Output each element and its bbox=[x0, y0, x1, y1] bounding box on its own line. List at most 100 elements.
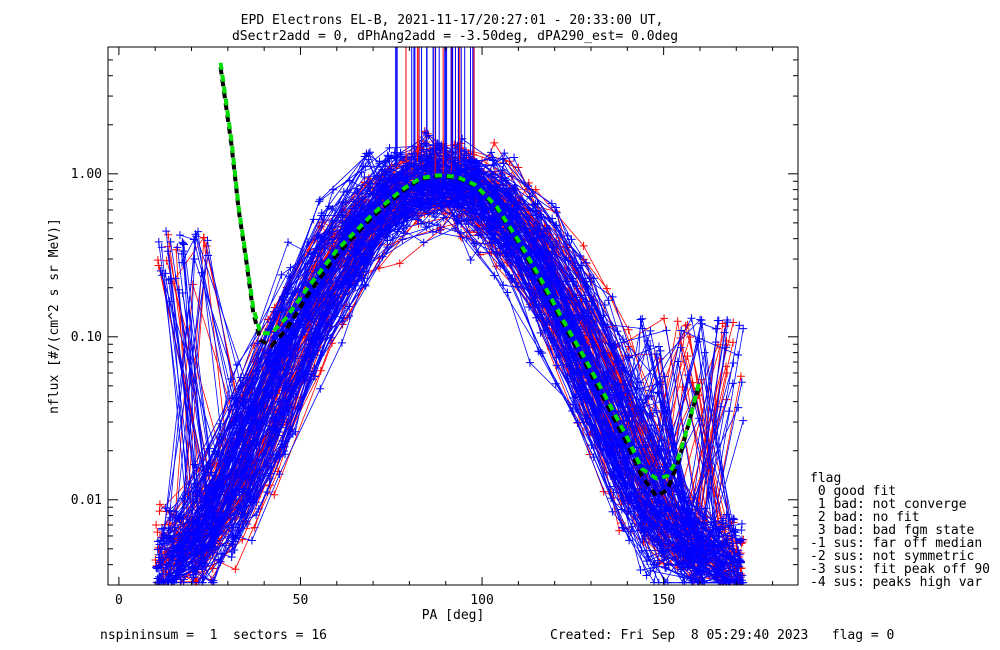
data-point bbox=[452, 183, 461, 192]
data-point bbox=[249, 412, 258, 421]
data-series-line bbox=[171, 135, 728, 543]
data-point bbox=[326, 333, 335, 342]
data-point bbox=[424, 204, 433, 213]
data-point bbox=[602, 284, 611, 293]
data-point bbox=[660, 314, 669, 323]
data-point bbox=[453, 168, 462, 177]
data-point bbox=[548, 214, 557, 223]
data-point bbox=[534, 347, 543, 356]
data-point bbox=[276, 423, 285, 432]
data-point bbox=[179, 564, 188, 573]
data-point bbox=[425, 218, 434, 227]
legend-item: -3 sus: fit peak off 90 bbox=[810, 562, 990, 577]
data-point bbox=[393, 227, 402, 236]
data-point bbox=[339, 187, 348, 196]
data-point bbox=[682, 552, 691, 561]
data-point bbox=[720, 328, 729, 337]
data-point bbox=[166, 562, 175, 571]
data-point bbox=[721, 343, 730, 352]
data-point bbox=[568, 349, 577, 358]
data-point bbox=[154, 237, 163, 246]
data-point bbox=[734, 403, 743, 412]
data-point bbox=[365, 189, 374, 198]
data-point bbox=[426, 199, 435, 208]
data-point bbox=[636, 315, 645, 324]
data-point bbox=[655, 511, 664, 520]
data-point bbox=[153, 528, 162, 537]
plot-frame bbox=[107, 46, 799, 586]
data-point bbox=[619, 463, 628, 472]
data-series-line bbox=[182, 195, 740, 584]
data-point bbox=[178, 543, 187, 552]
data-point bbox=[487, 190, 496, 199]
data-point bbox=[266, 469, 275, 478]
data-point bbox=[351, 201, 360, 210]
legend-item: 1 bad: not converge bbox=[810, 497, 967, 512]
data-point bbox=[551, 221, 560, 230]
data-point bbox=[687, 578, 696, 585]
data-point bbox=[663, 406, 672, 415]
data-point bbox=[208, 548, 217, 557]
data-point bbox=[622, 489, 631, 498]
data-point bbox=[589, 274, 598, 283]
data-point bbox=[345, 311, 354, 320]
data-point bbox=[466, 256, 475, 265]
data-point bbox=[504, 191, 513, 200]
data-point bbox=[737, 578, 746, 585]
legend-item: -1 sus: far off median bbox=[810, 536, 982, 551]
data-point bbox=[164, 524, 173, 533]
data-point bbox=[155, 540, 164, 549]
data-series-line bbox=[158, 164, 716, 571]
data-point bbox=[421, 139, 430, 148]
data-point bbox=[729, 359, 738, 368]
data-point bbox=[338, 320, 347, 329]
data-point bbox=[422, 223, 431, 232]
data-series-line bbox=[175, 169, 742, 584]
data-point bbox=[213, 452, 222, 461]
data-point bbox=[450, 199, 459, 208]
data-point bbox=[626, 507, 635, 516]
data-point bbox=[315, 195, 324, 204]
data-point bbox=[171, 523, 180, 532]
data-point bbox=[238, 487, 247, 496]
fit-model-curve bbox=[218, 62, 702, 481]
data-point bbox=[247, 474, 256, 483]
data-point bbox=[737, 535, 746, 544]
data-point bbox=[328, 205, 337, 214]
data-point bbox=[381, 188, 390, 197]
data-point bbox=[513, 252, 522, 261]
data-point bbox=[535, 293, 544, 302]
data-point bbox=[452, 214, 461, 223]
data-point bbox=[581, 258, 590, 267]
data-series-line bbox=[183, 159, 720, 580]
data-point bbox=[412, 197, 421, 206]
data-point bbox=[737, 526, 746, 535]
data-point bbox=[462, 147, 471, 156]
data-point bbox=[306, 369, 315, 378]
data-point bbox=[724, 577, 733, 585]
data-point bbox=[660, 505, 669, 514]
data-point bbox=[354, 272, 363, 281]
data-point bbox=[378, 183, 387, 192]
data-point bbox=[309, 350, 318, 359]
y-tick-label: 0.10 bbox=[71, 330, 102, 345]
data-point bbox=[689, 541, 698, 550]
data-point bbox=[164, 569, 173, 578]
data-point bbox=[430, 191, 439, 200]
data-point bbox=[490, 138, 499, 147]
data-point bbox=[734, 546, 743, 555]
data-point bbox=[365, 179, 374, 188]
data-point bbox=[580, 277, 589, 286]
data-point bbox=[612, 388, 621, 397]
data-point bbox=[284, 238, 293, 247]
data-point bbox=[385, 143, 394, 152]
data-point bbox=[160, 534, 169, 543]
data-point bbox=[656, 346, 665, 355]
data-point bbox=[728, 338, 737, 347]
data-point bbox=[398, 170, 407, 179]
data-point bbox=[487, 148, 496, 157]
data-point bbox=[489, 214, 498, 223]
data-point bbox=[227, 553, 236, 562]
model-layer bbox=[218, 62, 702, 499]
data-point bbox=[246, 454, 255, 463]
